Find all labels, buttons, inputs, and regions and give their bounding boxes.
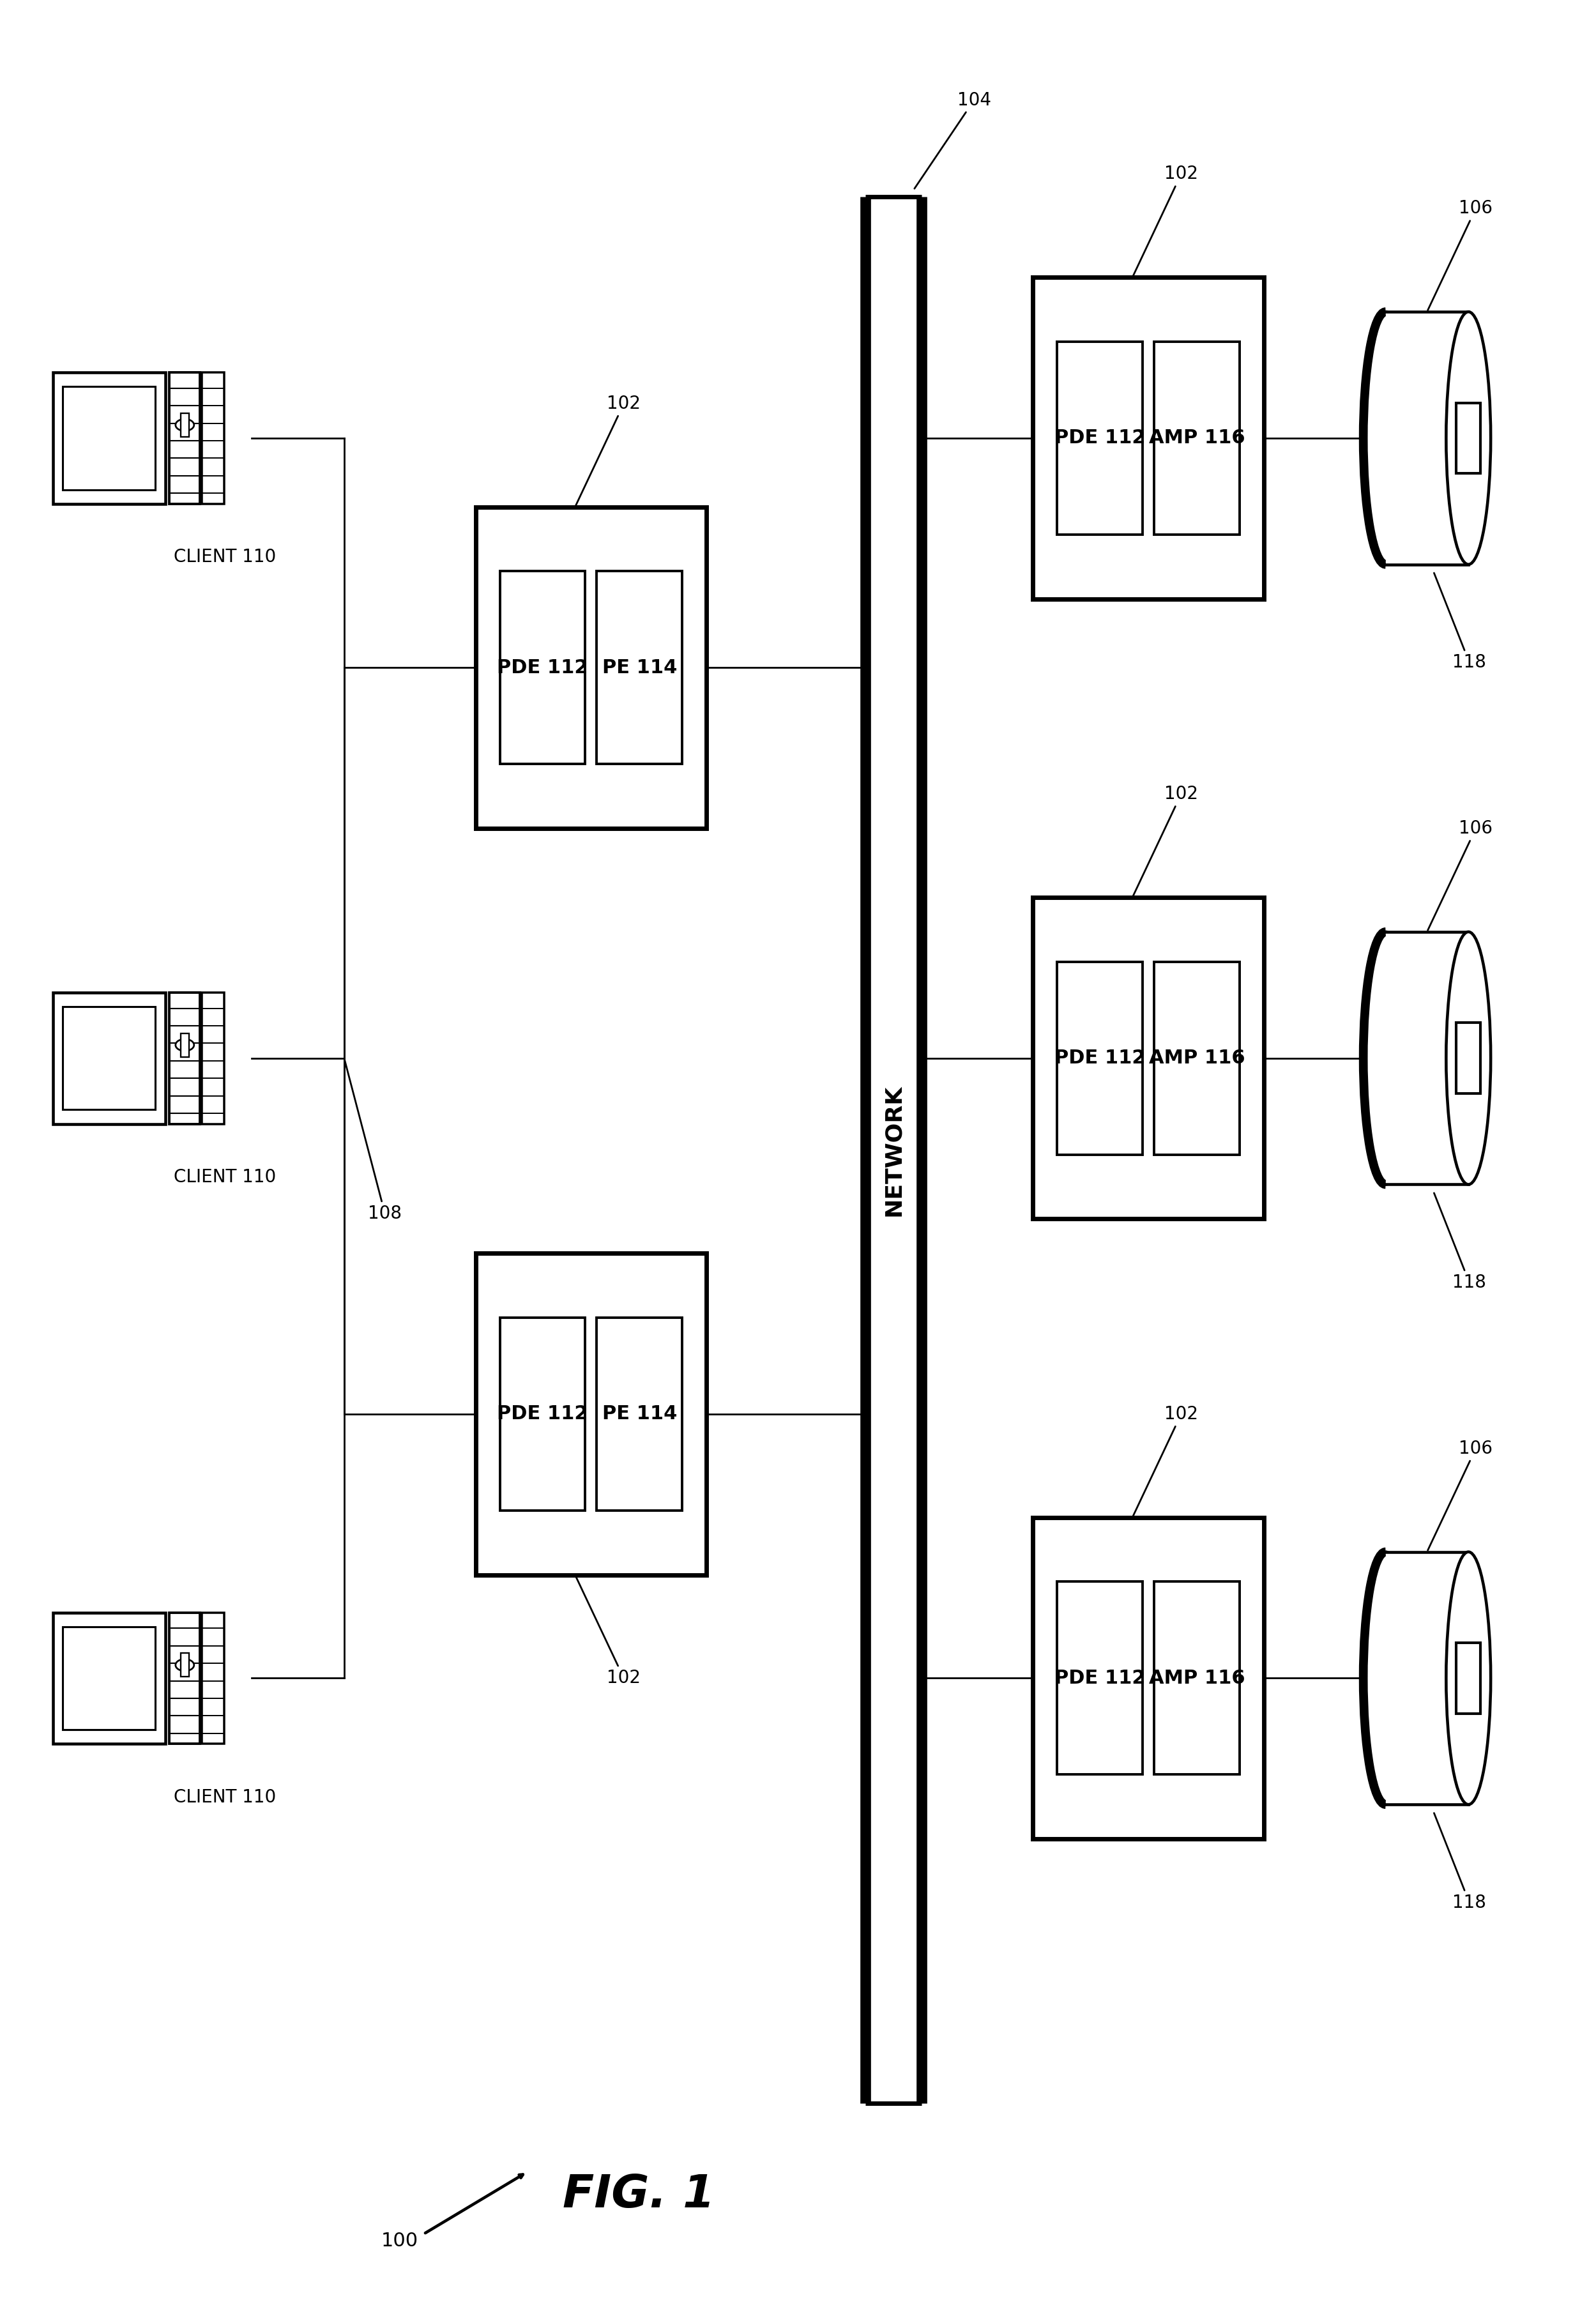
Text: 102: 102 [1133, 166, 1199, 276]
FancyBboxPatch shape [62, 1626, 155, 1730]
Ellipse shape [1363, 313, 1408, 564]
Text: 100: 100 [381, 2231, 418, 2249]
FancyBboxPatch shape [1154, 961, 1240, 1155]
FancyBboxPatch shape [1385, 1552, 1468, 1806]
Ellipse shape [1446, 313, 1491, 564]
FancyBboxPatch shape [53, 994, 164, 1125]
FancyBboxPatch shape [1154, 343, 1240, 534]
Text: 118: 118 [1435, 1194, 1486, 1293]
FancyBboxPatch shape [62, 1007, 155, 1109]
Text: CLIENT 110: CLIENT 110 [174, 1168, 276, 1187]
Ellipse shape [1446, 932, 1491, 1184]
Text: PDE 112: PDE 112 [496, 1405, 587, 1424]
FancyBboxPatch shape [865, 198, 921, 2102]
FancyBboxPatch shape [1057, 1582, 1143, 1776]
FancyBboxPatch shape [201, 373, 223, 504]
FancyBboxPatch shape [1456, 402, 1481, 474]
FancyBboxPatch shape [169, 1612, 199, 1743]
Text: 106: 106 [1428, 200, 1492, 310]
Text: PE 114: PE 114 [602, 658, 677, 676]
Ellipse shape [1363, 1552, 1408, 1806]
Text: CLIENT 110: CLIENT 110 [174, 547, 276, 566]
FancyBboxPatch shape [500, 1318, 586, 1511]
FancyBboxPatch shape [597, 570, 681, 764]
Text: NETWORK: NETWORK [883, 1083, 905, 1217]
Text: 118: 118 [1435, 573, 1486, 672]
Text: PDE 112: PDE 112 [1055, 1049, 1146, 1067]
Ellipse shape [176, 1658, 195, 1672]
Text: PDE 112: PDE 112 [1055, 1670, 1146, 1688]
FancyBboxPatch shape [201, 1612, 223, 1743]
FancyBboxPatch shape [169, 373, 199, 504]
FancyBboxPatch shape [1385, 932, 1468, 1184]
Ellipse shape [1363, 932, 1408, 1184]
FancyBboxPatch shape [201, 994, 223, 1125]
FancyBboxPatch shape [1456, 1023, 1481, 1092]
FancyBboxPatch shape [1033, 278, 1264, 598]
FancyBboxPatch shape [597, 1318, 681, 1511]
Text: 102: 102 [1133, 1405, 1199, 1516]
FancyBboxPatch shape [1057, 343, 1143, 534]
FancyBboxPatch shape [180, 1033, 188, 1056]
Text: PE 114: PE 114 [602, 1405, 677, 1424]
Text: PDE 112: PDE 112 [496, 658, 587, 676]
FancyBboxPatch shape [1154, 1582, 1240, 1776]
FancyBboxPatch shape [53, 1612, 164, 1743]
Text: AMP 116: AMP 116 [1149, 428, 1245, 448]
FancyBboxPatch shape [476, 506, 707, 828]
Text: 104: 104 [915, 92, 991, 189]
FancyBboxPatch shape [1033, 897, 1264, 1219]
Text: CLIENT 110: CLIENT 110 [174, 1789, 276, 1805]
FancyBboxPatch shape [1385, 313, 1468, 564]
Text: PDE 112: PDE 112 [1055, 428, 1146, 448]
Text: 118: 118 [1435, 1812, 1486, 1911]
Text: FIG. 1: FIG. 1 [563, 2173, 715, 2217]
Text: AMP 116: AMP 116 [1149, 1049, 1245, 1067]
FancyBboxPatch shape [1033, 1518, 1264, 1840]
Text: 108: 108 [345, 1060, 402, 1224]
Text: 102: 102 [1133, 784, 1199, 895]
Text: 106: 106 [1428, 819, 1492, 929]
FancyBboxPatch shape [180, 414, 188, 437]
FancyBboxPatch shape [1057, 961, 1143, 1155]
FancyBboxPatch shape [180, 1654, 188, 1677]
Text: 102: 102 [576, 396, 640, 506]
FancyBboxPatch shape [500, 570, 586, 764]
FancyBboxPatch shape [53, 373, 164, 504]
Ellipse shape [176, 1040, 195, 1051]
FancyBboxPatch shape [169, 994, 199, 1125]
FancyBboxPatch shape [1456, 1642, 1481, 1714]
Text: 106: 106 [1428, 1440, 1492, 1550]
Ellipse shape [176, 419, 195, 430]
Text: 102: 102 [576, 1576, 640, 1688]
Text: AMP 116: AMP 116 [1149, 1670, 1245, 1688]
FancyBboxPatch shape [476, 1254, 707, 1576]
Ellipse shape [1446, 1552, 1491, 1806]
FancyBboxPatch shape [62, 386, 155, 490]
